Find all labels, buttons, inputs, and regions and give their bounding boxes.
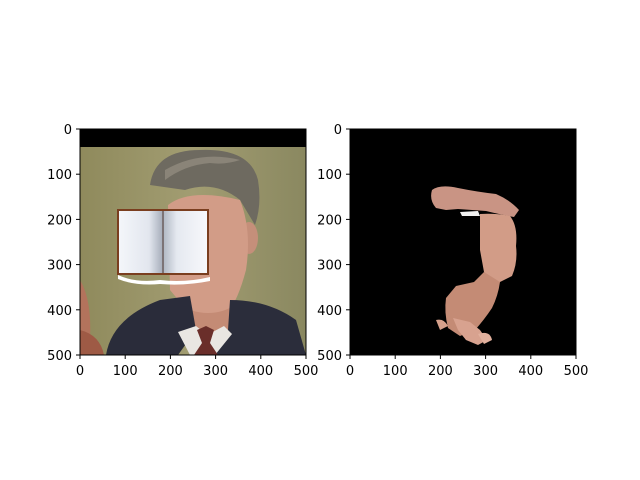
right-x-tick-label: 300 [473,364,498,379]
left-x-axis [79,355,307,359]
right-x-tick-label: 500 [564,364,589,379]
right-x-tick-label: 100 [383,364,408,379]
right-y-tick-label: 500 [317,349,342,364]
left-x-tick-label: 100 [113,364,138,379]
left-y-tick-label: 400 [47,304,72,319]
book-icon [117,209,210,285]
right-x-axis [349,355,577,359]
right-image [350,129,576,355]
right-x-tick-label: 0 [346,364,354,379]
right-y-tick-label: 300 [317,259,342,274]
right-y-tick-label: 400 [317,304,342,319]
left-x-tick-label: 300 [203,364,228,379]
left-y-tick-label: 100 [47,168,72,183]
left-y-tick-label: 500 [47,349,72,364]
left-image [80,129,306,355]
right-y-tick-label: 200 [317,213,342,228]
left-x-tick-label: 500 [294,364,319,379]
left-axes-frame [79,128,307,356]
right-y-tick-label: 100 [317,168,342,183]
left-y-tick-label: 200 [47,213,72,228]
left-x-tick-label: 0 [76,364,84,379]
skin-mask [431,186,519,345]
right-axes-frame [349,128,577,356]
left-y-tick-label: 0 [64,123,72,138]
left-x-tick-label: 400 [248,364,273,379]
right-y-axis [346,128,350,356]
left-y-axis [76,128,80,356]
left-x-tick-label: 200 [158,364,183,379]
right-y-tick-label: 0 [334,123,342,138]
left-y-tick-label: 300 [47,259,72,274]
right-x-tick-label: 200 [428,364,453,379]
right-x-tick-label: 400 [518,364,543,379]
